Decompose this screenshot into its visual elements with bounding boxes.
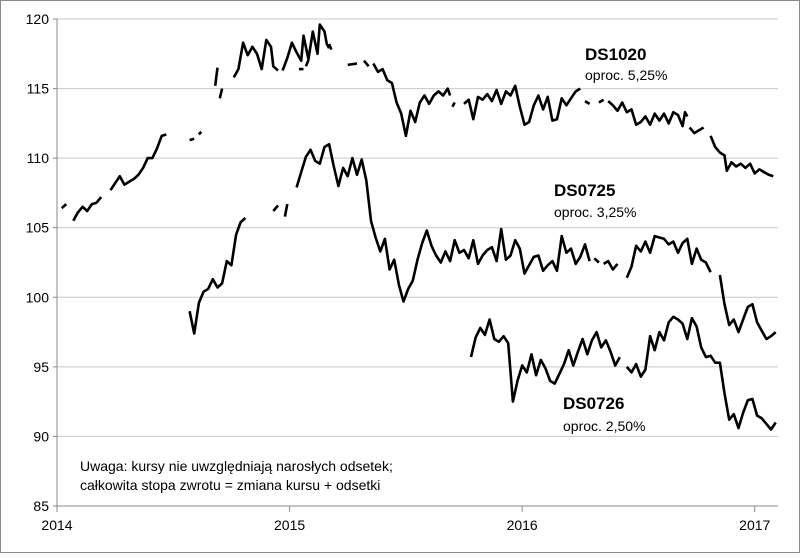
series-line-segment: [213, 67, 219, 86]
series-labels: DS1020 oproc. 5,25% DS0725 oproc. 3,25% …: [554, 45, 668, 434]
series-line-segment: [327, 43, 333, 51]
series-rate-ds0726: oproc. 2,50%: [563, 418, 646, 434]
series-line-segment: [602, 259, 619, 271]
series-line-segment: [584, 99, 591, 106]
series-line-segment: [232, 38, 279, 79]
y-tick-label: 105: [26, 220, 50, 236]
series-line-segment: [363, 59, 370, 68]
series-line-segment: [188, 217, 247, 335]
series-line-segment: [625, 234, 712, 279]
series-label-ds0726: DS0726: [563, 394, 624, 413]
x-tick-label: 2014: [41, 517, 72, 533]
y-tick-label: 95: [33, 359, 49, 375]
note-line-2: całkowita stopa zwrotu = zmiana kursu + …: [80, 477, 380, 493]
series-label-ds0725: DS0725: [554, 181, 615, 200]
y-tick-label: 115: [27, 81, 50, 97]
series-line-segment: [189, 137, 195, 142]
series-rate-ds0725: oproc. 3,25%: [554, 204, 637, 220]
x-tick-label: 2016: [507, 517, 538, 533]
series-line-segment: [688, 126, 705, 135]
series-line-segment: [304, 23, 331, 67]
y-tick-label: 110: [27, 150, 50, 166]
series-line-segment: [469, 318, 621, 403]
x-tick-label: 2015: [274, 517, 305, 533]
y-tick-label: 90: [33, 428, 49, 444]
series-line-segment: [709, 135, 774, 178]
y-tick-label: 85: [33, 498, 49, 514]
series-label-ds1020: DS1020: [585, 45, 646, 64]
note-annotation: Uwaga: kursy nie uwzględniają narosłych …: [80, 458, 393, 493]
series-line-segment: [197, 130, 203, 136]
series-line-segment: [625, 315, 777, 431]
series-line-segment: [463, 84, 581, 126]
series-ds0726: [469, 315, 777, 431]
series-line-segment: [109, 133, 167, 191]
series-line-segment: [347, 62, 358, 67]
note-line-1: Uwaga: kursy nie uwzględniają narosłych …: [80, 458, 393, 474]
y-tick-label: 120: [26, 11, 50, 27]
series-lines: [60, 23, 777, 431]
series-line-segment: [593, 257, 600, 264]
series-line-segment: [372, 62, 452, 138]
y-tick-label: 100: [26, 289, 50, 305]
series-line-segment: [598, 98, 605, 104]
series-line-segment: [451, 101, 456, 108]
series-ds0725: [188, 142, 777, 341]
series-ds1020: [60, 23, 774, 222]
series-line-segment: [272, 204, 279, 212]
series-line-segment: [718, 274, 777, 341]
series-line-segment: [295, 142, 591, 303]
series-line-segment: [60, 203, 68, 210]
series-line-segment: [218, 88, 224, 99]
gridlines: [57, 18, 778, 437]
series-rate-ds1020: oproc. 5,25%: [585, 67, 668, 83]
series-line-segment: [607, 100, 689, 128]
axes: 85 90 95 100 105 110 115 120 2014 2015 2016 2017: [26, 11, 778, 533]
series-line-segment: [72, 196, 103, 222]
series-line-segment: [281, 34, 310, 71]
x-tick-label: 2017: [739, 517, 770, 533]
series-line-segment: [283, 203, 289, 217]
